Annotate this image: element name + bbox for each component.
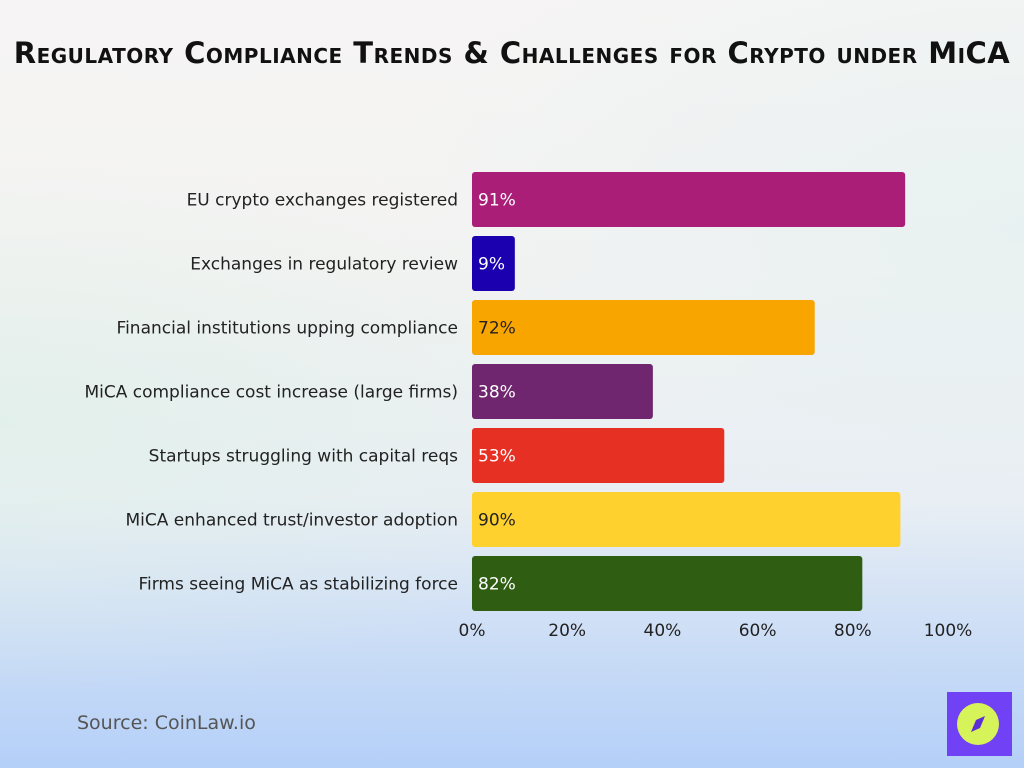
category-label: Financial institutions upping compliance <box>117 319 458 339</box>
bar <box>472 364 653 419</box>
data-label: 53% <box>478 447 516 467</box>
x-tick-label: 40% <box>644 621 682 641</box>
x-tick-label: 60% <box>739 621 777 641</box>
data-label: 72% <box>478 319 516 339</box>
bar <box>472 556 863 611</box>
data-label: 38% <box>478 383 516 403</box>
bar <box>472 492 901 547</box>
x-tick-label: 20% <box>548 621 586 641</box>
source-note: Source: CoinLaw.io <box>77 712 256 734</box>
category-label: EU crypto exchanges registered <box>187 191 458 211</box>
bar <box>472 236 515 291</box>
data-label: 91% <box>478 191 516 211</box>
bar <box>472 172 906 227</box>
x-tick-label: 80% <box>834 621 872 641</box>
x-tick-label: 100% <box>924 621 973 641</box>
chart-title: Regulatory Compliance Trends & Challenge… <box>13 36 1011 70</box>
category-label: Firms seeing MiCA as stabilizing force <box>138 575 458 595</box>
category-label: Exchanges in regulatory review <box>190 255 458 275</box>
data-label: 90% <box>478 511 516 531</box>
data-label: 9% <box>478 255 505 275</box>
logo <box>947 692 1012 756</box>
compass-icon <box>957 703 999 745</box>
bar <box>472 428 725 483</box>
data-label: 82% <box>478 575 516 595</box>
bar <box>472 300 815 355</box>
category-label: MiCA compliance cost increase (large fir… <box>84 383 458 403</box>
category-label: MiCA enhanced trust/investor adoption <box>126 511 458 531</box>
category-label: Startups struggling with capital reqs <box>149 447 458 467</box>
x-tick-label: 0% <box>459 621 486 641</box>
